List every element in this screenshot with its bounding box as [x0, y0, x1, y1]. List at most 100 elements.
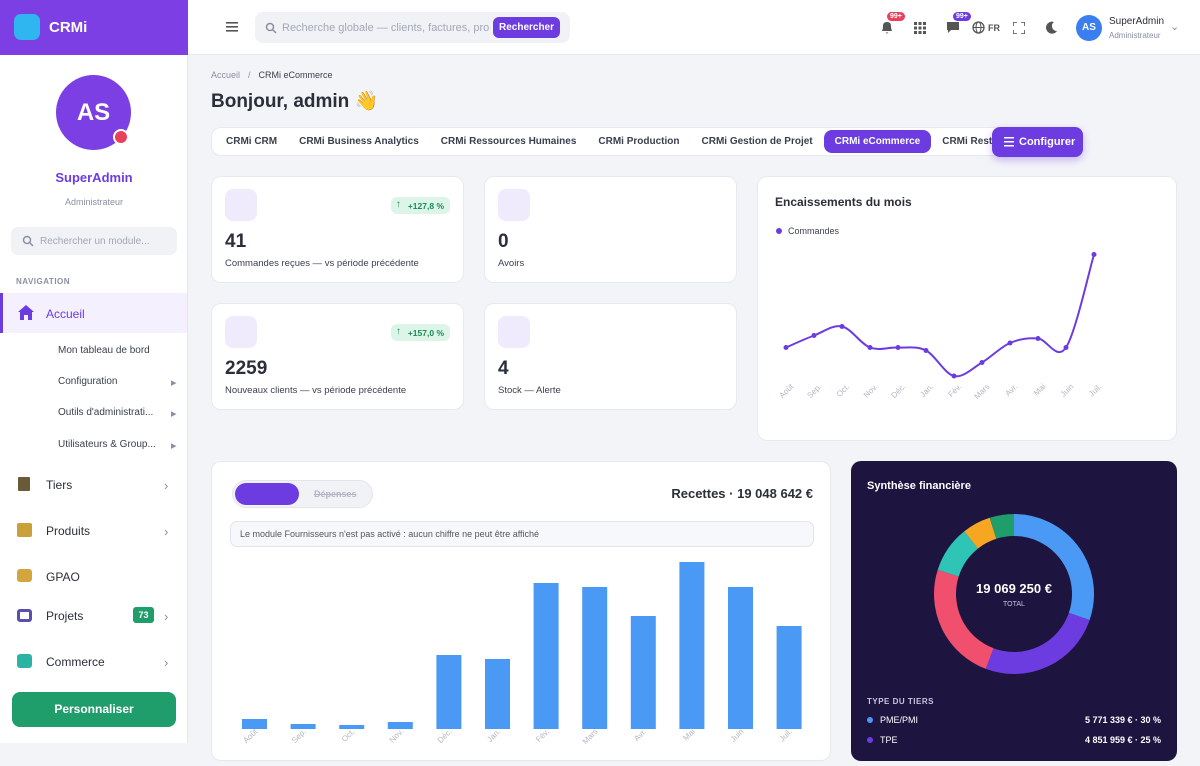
nav-active[interactable]: Accueil	[0, 293, 187, 333]
tab[interactable]: CRMi Business Analytics	[299, 136, 419, 147]
toggle-active[interactable]	[235, 483, 299, 505]
apps-icon[interactable]	[914, 22, 926, 34]
breadcrumb-item: CRMi eCommerce	[258, 70, 333, 80]
toggle-option[interactable]: Dépenses	[314, 489, 357, 499]
bar	[630, 616, 656, 729]
point	[1063, 345, 1069, 350]
stat-label: Stock — Alerte	[498, 385, 561, 396]
legend-value: 4 851 959 € · 25 %	[1085, 735, 1161, 745]
chart-title: Encaissements du mois	[775, 195, 912, 209]
legend-heading: TYPE DU TIERS	[867, 697, 934, 706]
line	[785, 254, 1095, 378]
tab[interactable]: CRMi Ressources Humaines	[440, 136, 577, 147]
up-arrow: ↑	[395, 199, 401, 210]
customize-button[interactable]: Personnaliser	[12, 692, 176, 727]
tab[interactable]: CRMi eCommerce	[823, 130, 932, 153]
global-search[interactable]: Recherche globale — clients, factures, p…	[255, 12, 570, 43]
donut-segment	[964, 517, 997, 549]
configure-button[interactable]: Configurer	[992, 127, 1083, 157]
tab-bar: CRMi CRM CRMi Business Analytics CRMi Ress…	[211, 127, 1038, 156]
nav-item[interactable]: GPAO	[46, 570, 80, 584]
bar	[533, 583, 559, 729]
line-chart: Encaissements du mois Commandes Août Sep. Oc…	[775, 195, 1103, 401]
home-icon	[18, 305, 34, 320]
nav-item[interactable]: Commerce	[46, 655, 105, 669]
user-avatar[interactable]: AS	[1076, 15, 1102, 41]
config-icon	[1004, 137, 1014, 147]
search-button[interactable]: Rechercher	[493, 17, 560, 38]
stat-label: Nouveaux clients — vs période précédente	[225, 385, 407, 396]
separator: /	[248, 70, 251, 80]
stat-icon	[498, 316, 530, 348]
nav-item[interactable]: Tiers	[46, 478, 73, 492]
bar-chart: Août Sep. Oct. Nov. Déc. Jan. Fév. Mars Avr. Mai J…	[241, 562, 802, 744]
legend-label: Commandes	[788, 226, 840, 236]
legend-label: TPE	[880, 735, 898, 745]
point	[1091, 252, 1097, 257]
donut-segment	[937, 531, 979, 578]
nav-subitem[interactable]: Outils d'administrati...	[58, 407, 154, 418]
point	[867, 345, 873, 350]
nav-item[interactable]: Projets	[46, 609, 84, 623]
tiers-icon	[18, 477, 30, 491]
bell-icon[interactable]	[880, 20, 894, 35]
greeting: Bonjour, admin 👋	[211, 91, 379, 112]
x-tick-label: Avr.	[1003, 382, 1019, 398]
search-placeholder: Recherche globale — clients, factures, p…	[282, 22, 490, 34]
tab[interactable]: CRMi Gestion de Projet	[701, 136, 813, 147]
point	[923, 348, 929, 353]
module-search[interactable]: Rechercher un module...	[11, 227, 177, 255]
nav-subitem[interactable]: Utilisateurs & Group...	[58, 439, 156, 450]
theme-icon[interactable]	[1045, 21, 1058, 34]
nav-item[interactable]: Produits	[46, 524, 91, 538]
bar	[679, 562, 705, 729]
tab[interactable]: CRMi Production	[598, 136, 680, 147]
projects-badge: 73	[133, 607, 154, 623]
stat-card: 2259 Nouveaux clients — vs période précéd…	[211, 303, 464, 410]
globe-icon[interactable]	[972, 21, 985, 34]
donut-segment	[934, 569, 994, 669]
chevron: ›	[164, 655, 169, 670]
bar	[485, 659, 510, 729]
x-tick-label: Fév.	[946, 382, 963, 399]
tab[interactable]: CRMi CRM	[226, 136, 278, 147]
x-tick-label: Jan.	[485, 727, 502, 744]
point	[783, 345, 789, 350]
x-tick-label: Oct.	[340, 727, 357, 744]
x-tick-label: Fév.	[534, 727, 551, 744]
x-tick-label: Août	[241, 727, 260, 744]
bar	[290, 724, 316, 729]
logo	[14, 14, 40, 40]
legend-dot	[867, 717, 873, 723]
toggle[interactable]: Dépenses	[232, 480, 373, 508]
bar	[339, 725, 365, 729]
x-tick-label: Déc.	[436, 727, 454, 744]
brand-name: CRMi	[49, 19, 88, 36]
user-name: SuperAdmin	[1109, 16, 1165, 27]
search-icon	[22, 235, 34, 247]
user-name: SuperAdmin	[55, 170, 133, 185]
configure-label: Configurer	[1019, 136, 1076, 148]
legend-dot	[867, 737, 873, 743]
stat-card: 41 Commandes reçues — vs période précéden…	[211, 176, 464, 283]
legend-value: 5 771 339 € · 30 %	[1085, 715, 1161, 725]
chat-icon[interactable]	[946, 21, 960, 34]
x-tick-label: Mars	[581, 727, 600, 744]
menu-icon[interactable]	[226, 22, 238, 32]
point	[951, 373, 957, 379]
chart-title: Synthèse financière	[867, 480, 971, 492]
fullscreen-icon[interactable]	[1013, 22, 1025, 34]
breadcrumb-item[interactable]: Accueil	[211, 70, 241, 80]
nav-subitem[interactable]: Mon tableau de bord	[58, 345, 150, 356]
donut-card: Synthèse financière 19 069 250 € TOTAL TYPE…	[851, 461, 1177, 761]
tab[interactable]: CRMi Restaurant	[942, 136, 1023, 147]
user-role: Administrateur	[1109, 31, 1161, 40]
lang[interactable]: FR	[988, 23, 1000, 33]
search-icon	[265, 22, 277, 34]
nav-label: Accueil	[46, 307, 85, 321]
x-tick-label: Nov.	[388, 727, 406, 744]
nav-subitem[interactable]: Configuration	[58, 376, 118, 387]
donut-segment	[985, 612, 1090, 674]
stat-value: 0	[498, 231, 509, 252]
